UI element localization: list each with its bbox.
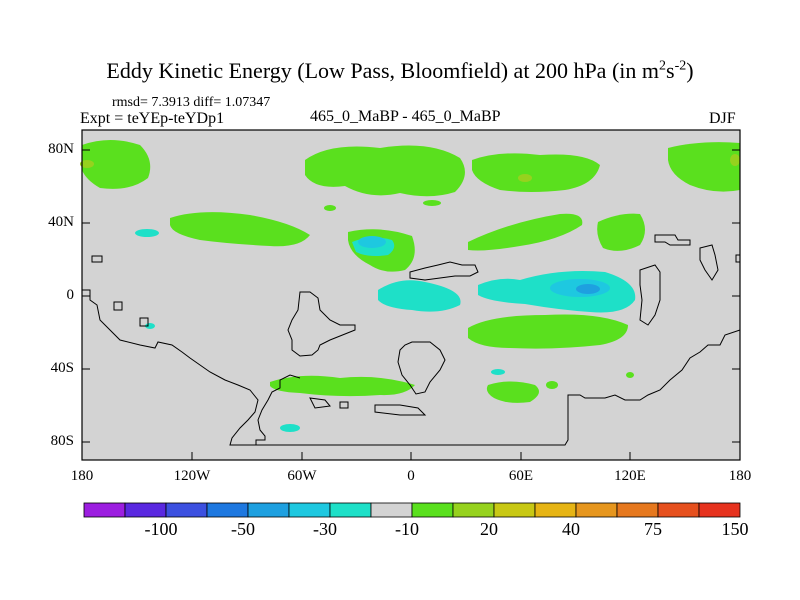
title-sup2: -2 (674, 58, 687, 74)
region-south-indian (468, 314, 628, 349)
region-africa-west (378, 280, 461, 312)
colorbar-swatch (575, 502, 618, 518)
title-end: ) (686, 58, 694, 83)
coast-small-island-4 (91, 255, 103, 263)
negative-anomaly-regions (135, 229, 636, 432)
coast-small-island-2 (339, 401, 349, 409)
coast-small-island-3 (139, 317, 149, 327)
colorbar-swatch (616, 502, 659, 518)
colorbar (83, 502, 741, 518)
region-small-4 (626, 372, 634, 378)
colorbar-swatch (288, 502, 331, 518)
yellowgreen-maxima (80, 154, 740, 182)
title-sup1: 2 (659, 58, 666, 74)
region-south-indian-small (486, 381, 539, 403)
colorbar-label: -10 (395, 519, 419, 539)
colorbar-label: -30 (313, 519, 337, 539)
colorbar-swatch (83, 502, 126, 518)
region-east-asia (597, 213, 645, 251)
x-tick-label: 60E (508, 468, 534, 484)
x-tick-label: 180 (728, 468, 752, 484)
season-label: DJF (709, 110, 736, 127)
region-small-1 (324, 205, 336, 211)
maximum-west-edge (80, 160, 94, 168)
y-tick-label: 40N (48, 214, 74, 230)
stats-line: rmsd= 7.3913 diff= 1.07347 (112, 95, 271, 110)
colorbar-swatch (493, 502, 536, 518)
coast-africa-south (397, 341, 446, 395)
colorbar-swatch (165, 502, 208, 518)
y-tick-label: 0 (66, 287, 75, 303)
title-main: Eddy Kinetic Energy (Low Pass, Bloomfiel… (106, 58, 659, 83)
coast-south-america-west (82, 289, 301, 446)
axis-ticks (81, 149, 741, 460)
colorbar-label: 20 (480, 519, 498, 539)
coast-japan (654, 234, 691, 246)
coast-southern-ocean (374, 404, 427, 416)
colorbar-label: 150 (721, 519, 749, 539)
y-tick-label: 80N (48, 141, 74, 157)
x-tick-label: 120E (614, 468, 646, 484)
colorbar-swatch (247, 502, 290, 518)
region-lightblue-africa (358, 236, 386, 248)
case-label: 465_0_MaBP - 465_0_MaBP (310, 108, 501, 125)
region-small-3 (546, 381, 558, 389)
title-mid: s (666, 58, 675, 83)
x-tick-label: 180 (70, 468, 94, 484)
colorbar-swatch (411, 502, 454, 518)
colorbar-swatch (370, 502, 413, 518)
region-north-asia (472, 153, 600, 192)
region-north-pacific-east (668, 142, 740, 192)
colorbar-swatch (206, 502, 249, 518)
coast-small-island-1 (309, 397, 331, 409)
y-tick-label: 40S (50, 360, 74, 376)
colorbar-label: 40 (562, 519, 580, 539)
colorbar-swatch (698, 502, 741, 518)
region-north-atlantic (305, 145, 465, 197)
colorbar-swatch (124, 502, 167, 518)
x-tick-label: 120W (173, 468, 211, 484)
region-middle-east (468, 213, 583, 251)
x-tick-label: 60W (287, 468, 317, 484)
coast-small-island-5 (113, 301, 123, 311)
x-tick-label: 0 (407, 468, 415, 484)
region-north-pacific-west (82, 140, 151, 189)
colorbar-swatch (657, 502, 700, 518)
region-cyan-pacific (135, 229, 159, 237)
coast-mediterranean (409, 261, 479, 281)
coast-pacific-islands (699, 244, 719, 281)
region-small-2 (423, 200, 441, 206)
region-subtropical-pacific (170, 212, 310, 247)
colorbar-swatch (329, 502, 372, 518)
region-cyan-south-2 (491, 369, 505, 375)
colorbar-label: -50 (231, 519, 255, 539)
y-tick-label: 80S (50, 433, 74, 449)
experiment-label: Expt = teYEp-teYDp1 (80, 110, 225, 127)
region-blue-indian-core (576, 284, 600, 294)
coast-south-america (287, 291, 356, 357)
plot-title: Eddy Kinetic Energy (Low Pass, Bloomfiel… (0, 58, 800, 84)
maximum-north-asia (518, 174, 532, 182)
coast-antarctica (230, 329, 741, 446)
region-cyan-south (280, 424, 300, 432)
coast-east-asia (639, 264, 661, 326)
maximum-east-edge (730, 154, 740, 166)
colorbar-swatch (534, 502, 577, 518)
colorbar-label: 75 (644, 519, 662, 539)
region-south-atlantic (270, 375, 415, 397)
colorbar-label: -100 (144, 519, 178, 539)
colorbar-swatch (452, 502, 495, 518)
